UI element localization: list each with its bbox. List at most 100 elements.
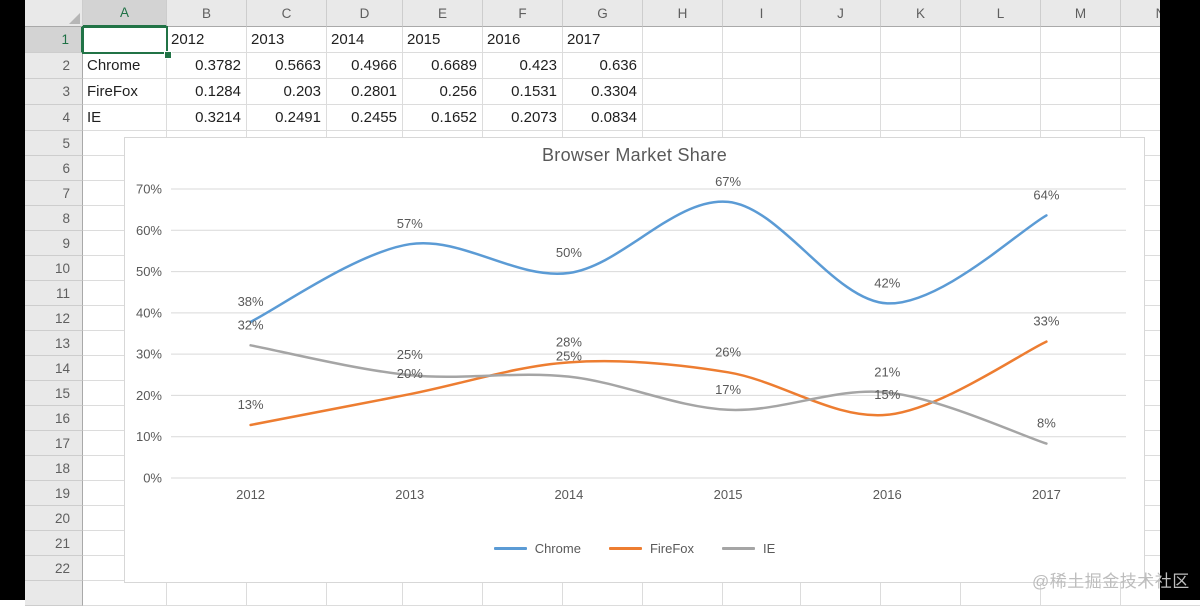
row-header-8[interactable]: 8 (25, 206, 83, 231)
row-header-6[interactable]: 6 (25, 156, 83, 181)
cell-G3[interactable]: 0.3304 (563, 79, 643, 105)
series-line-chrome[interactable] (249, 200, 1048, 324)
cell-F3[interactable]: 0.1531 (483, 79, 563, 105)
row-header-13[interactable]: 13 (25, 331, 83, 356)
cell-E23[interactable] (403, 581, 483, 606)
cell-L3[interactable] (961, 79, 1041, 105)
column-header-e[interactable]: E (403, 0, 483, 27)
cell-K3[interactable] (881, 79, 961, 105)
cell-H1[interactable] (643, 27, 723, 53)
cell-D2[interactable]: 0.4966 (327, 53, 403, 79)
cell-M2[interactable] (1041, 53, 1121, 79)
cell-H3[interactable] (643, 79, 723, 105)
row-header-partial[interactable] (25, 581, 83, 606)
cell-D3[interactable]: 0.2801 (327, 79, 403, 105)
cell-J1[interactable] (801, 27, 881, 53)
column-header-a[interactable]: A (83, 0, 167, 27)
cell-E2[interactable]: 0.6689 (403, 53, 483, 79)
cell-C2[interactable]: 0.5663 (247, 53, 327, 79)
column-header-c[interactable]: C (247, 0, 327, 27)
row-header-16[interactable]: 16 (25, 406, 83, 431)
series-line-firefox[interactable] (249, 340, 1048, 427)
cell-F4[interactable]: 0.2073 (483, 105, 563, 131)
cell-K4[interactable] (881, 105, 961, 131)
cell-D4[interactable]: 0.2455 (327, 105, 403, 131)
column-header-g[interactable]: G (563, 0, 643, 27)
row-header-7[interactable]: 7 (25, 181, 83, 206)
column-header-m[interactable]: M (1041, 0, 1121, 27)
cell-H23[interactable] (643, 581, 723, 606)
select-all-corner[interactable] (25, 0, 83, 27)
row-header-12[interactable]: 12 (25, 306, 83, 331)
row-header-3[interactable]: 3 (25, 79, 83, 105)
row-header-9[interactable]: 9 (25, 231, 83, 256)
cell-A3[interactable]: FireFox (83, 79, 167, 105)
row-header-1[interactable]: 1 (25, 27, 83, 53)
cell-A4[interactable]: IE (83, 105, 167, 131)
cell-A2[interactable]: Chrome (83, 53, 167, 79)
cell-E1[interactable]: 2015 (403, 27, 483, 53)
cell-J2[interactable] (801, 53, 881, 79)
cell-G2[interactable]: 0.636 (563, 53, 643, 79)
cell-H4[interactable] (643, 105, 723, 131)
cell-E3[interactable]: 0.256 (403, 79, 483, 105)
cell-A23[interactable] (83, 581, 167, 606)
cell-B2[interactable]: 0.3782 (167, 53, 247, 79)
cell-C23[interactable] (247, 581, 327, 606)
cell-F2[interactable]: 0.423 (483, 53, 563, 79)
cell-J3[interactable] (801, 79, 881, 105)
series-line-ie[interactable] (249, 344, 1048, 445)
column-header-k[interactable]: K (881, 0, 961, 27)
column-header-i[interactable]: I (723, 0, 801, 27)
legend-item-ie[interactable]: IE (722, 541, 775, 556)
column-header-f[interactable]: F (483, 0, 563, 27)
cell-K2[interactable] (881, 53, 961, 79)
cell-D1[interactable]: 2014 (327, 27, 403, 53)
row-header-10[interactable]: 10 (25, 256, 83, 281)
cell-J4[interactable] (801, 105, 881, 131)
column-header-h[interactable]: H (643, 0, 723, 27)
cell-L23[interactable] (961, 581, 1041, 606)
cell-L4[interactable] (961, 105, 1041, 131)
cell-G4[interactable]: 0.0834 (563, 105, 643, 131)
row-header-4[interactable]: 4 (25, 105, 83, 131)
cell-G1[interactable]: 2017 (563, 27, 643, 53)
row-header-18[interactable]: 18 (25, 456, 83, 481)
row-header-5[interactable]: 5 (25, 131, 83, 156)
cell-B1[interactable]: 2012 (167, 27, 247, 53)
cell-F23[interactable] (483, 581, 563, 606)
cell-I1[interactable] (723, 27, 801, 53)
fill-handle[interactable] (164, 51, 172, 59)
row-header-2[interactable]: 2 (25, 53, 83, 79)
column-header-d[interactable]: D (327, 0, 403, 27)
cell-F1[interactable]: 2016 (483, 27, 563, 53)
row-header-15[interactable]: 15 (25, 381, 83, 406)
chart-panel[interactable]: 0% 10% 20% 30% 40% 50% 60% 70% 2012 2013 2014 2015 2… (124, 137, 1145, 583)
cell-I23[interactable] (723, 581, 801, 606)
cell-I3[interactable] (723, 79, 801, 105)
cell-B3[interactable]: 0.1284 (167, 79, 247, 105)
cell-D23[interactable] (327, 581, 403, 606)
cell-K23[interactable] (881, 581, 961, 606)
row-header-17[interactable]: 17 (25, 431, 83, 456)
cell-J23[interactable] (801, 581, 881, 606)
cell-L1[interactable] (961, 27, 1041, 53)
cell-E4[interactable]: 0.1652 (403, 105, 483, 131)
legend-item-chrome[interactable]: Chrome (493, 541, 581, 556)
column-header-l[interactable]: L (961, 0, 1041, 27)
cell-B23[interactable] (167, 581, 247, 606)
cell-selection-a1[interactable] (82, 26, 168, 54)
cell-M1[interactable] (1041, 27, 1121, 53)
row-header-14[interactable]: 14 (25, 356, 83, 381)
cell-H2[interactable] (643, 53, 723, 79)
row-header-19[interactable]: 19 (25, 481, 83, 506)
cell-M4[interactable] (1041, 105, 1121, 131)
cell-I2[interactable] (723, 53, 801, 79)
cell-L2[interactable] (961, 53, 1041, 79)
row-header-21[interactable]: 21 (25, 531, 83, 556)
column-header-j[interactable]: J (801, 0, 881, 27)
row-header-22[interactable]: 22 (25, 556, 83, 581)
column-header-b[interactable]: B (167, 0, 247, 27)
cell-G23[interactable] (563, 581, 643, 606)
cell-I4[interactable] (723, 105, 801, 131)
